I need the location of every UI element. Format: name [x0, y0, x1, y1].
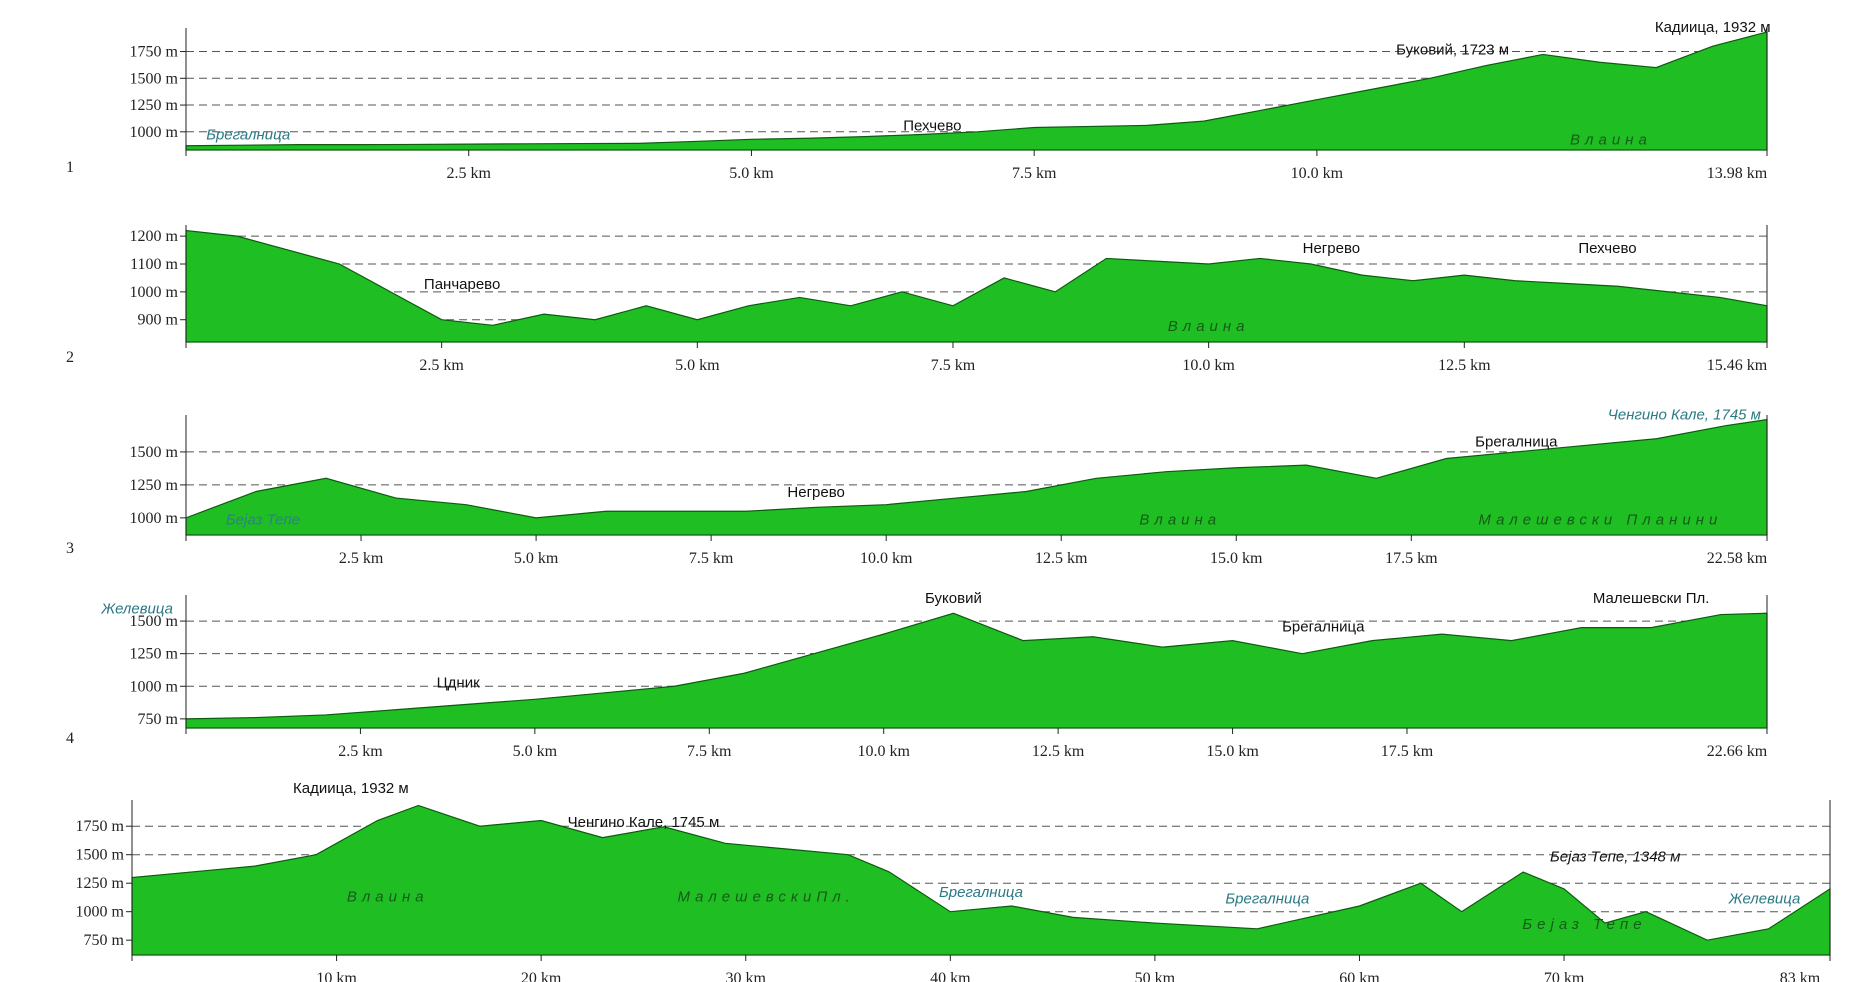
x-tick-label: 5.0 km — [675, 357, 720, 374]
y-tick-label: 750 m — [84, 932, 125, 949]
annotation-label: Бејаз Тепе, 1348 м — [1550, 849, 1680, 866]
x-tick-label: 15.0 km — [1206, 743, 1259, 760]
panel-index: 3 — [66, 540, 74, 557]
annotation-label: Влаина — [347, 888, 429, 905]
y-tick-label: 1000 m — [130, 124, 179, 141]
elevation-area — [131, 804, 1831, 956]
annotation-label: Желевица — [1728, 891, 1801, 908]
annotation-label: Негрево — [1303, 240, 1360, 257]
x-tick-label: 15.0 km — [1210, 550, 1263, 567]
y-tick-label: 1000 m — [130, 510, 179, 527]
y-tick-label: 1500 m — [130, 613, 179, 630]
y-tick-label: 1500 m — [130, 70, 179, 87]
x-tick-label: 10.0 km — [1291, 165, 1344, 182]
annotation-label: Цдник — [437, 675, 481, 692]
y-tick-label: 1000 m — [130, 284, 179, 301]
annotation-label: Влаина — [1570, 132, 1652, 149]
profile-panel-1: 1000 m 1250 m 1500 m 1750 m 2.5 km 5.0 km 7.5 … — [66, 19, 1771, 182]
x-tick-label: 2.5 km — [338, 743, 383, 760]
elevation-area — [185, 418, 1768, 536]
y-tick-label: 1500 m — [130, 444, 179, 461]
x-tick-label: 2.5 km — [339, 550, 384, 567]
annotation-label: Брегалница — [1225, 891, 1309, 908]
x-tick-label: 5.0 km — [514, 550, 559, 567]
annotation-label: Пехчево — [1578, 240, 1636, 257]
annotation-label: Брегалница — [1282, 619, 1365, 636]
x-tick-label: 83 km — [1780, 970, 1821, 982]
y-tick-label: 1100 m — [130, 256, 178, 273]
y-tick-label: 900 m — [138, 312, 179, 329]
annotation-label: Негрево — [787, 484, 844, 501]
x-tick-label: 7.5 km — [687, 743, 732, 760]
annotation-label: Буковий — [925, 590, 982, 607]
y-tick-label: 1250 m — [76, 875, 125, 892]
x-tick-label: 7.5 km — [689, 550, 734, 567]
profile-panel-3: 1000 m 1250 m 1500 m 2.5 km 5.0 km 7.5 km 10.0… — [66, 407, 1768, 567]
y-tick-label: 1000 m — [76, 904, 125, 921]
x-tick-label: 10.0 km — [860, 550, 913, 567]
annotation-label: Желевица — [100, 600, 173, 617]
annotation-label: Ченгино Кале, 1745 м — [568, 814, 720, 831]
x-tick-label: 10 km — [316, 970, 357, 982]
annotation-label: МалешевскиПл. — [678, 888, 855, 905]
y-tick-label: 1200 m — [130, 228, 179, 245]
x-tick-label: 22.58 km — [1707, 550, 1768, 567]
annotation-label: Пехчево — [903, 118, 961, 135]
x-tick-label: 5.0 km — [513, 743, 558, 760]
annotation-label: Брегалница — [939, 884, 1023, 901]
x-tick-label: 15.46 km — [1707, 357, 1768, 374]
x-tick-label: 70 km — [1544, 970, 1585, 982]
annotation-label: Кадиица, 1932 м — [293, 780, 409, 797]
annotation-label: Панчарево — [424, 276, 500, 293]
x-tick-label: 17.5 km — [1385, 550, 1438, 567]
annotation-label: Влаина — [1139, 511, 1221, 528]
annotation-label: Кадиица, 1932 м — [1655, 19, 1771, 36]
y-tick-label: 1250 m — [130, 646, 179, 663]
panel-index: 2 — [66, 349, 74, 366]
annotation-label: Брегалница — [206, 126, 290, 143]
annotation-label: Брегалница — [1475, 434, 1558, 451]
x-tick-label: 7.5 km — [931, 357, 976, 374]
y-tick-label: 1250 m — [130, 477, 179, 494]
y-tick-label: 1250 m — [130, 97, 179, 114]
x-tick-label: 50 km — [1135, 970, 1176, 982]
x-tick-label: 5.0 km — [729, 165, 774, 182]
annotation-label: Бејаз Тепе — [1522, 916, 1646, 933]
annotation-label: Бејаз Тепе — [226, 511, 300, 528]
x-tick-label: 13.98 km — [1707, 165, 1768, 182]
x-tick-label: 30 km — [726, 970, 767, 982]
profile-panel-4: 750 m 1000 m 1250 m 1500 m 2.5 km 5.0 km 7.5 k… — [66, 590, 1768, 760]
profile-panel-2: 900 m 1000 m 1100 m 1200 m 2.5 km 5.0 km 7.5 k… — [66, 225, 1768, 374]
panel-index: 4 — [66, 730, 74, 747]
x-tick-label: 2.5 km — [419, 357, 464, 374]
y-tick-label: 1750 m — [130, 44, 179, 61]
y-tick-label: 1000 m — [130, 678, 179, 695]
elevation-area — [185, 31, 1768, 151]
x-tick-label: 10.0 km — [1182, 357, 1235, 374]
x-tick-label: 60 km — [1339, 970, 1380, 982]
x-tick-label: 22.66 km — [1707, 743, 1768, 760]
x-tick-label: 20 km — [521, 970, 562, 982]
x-tick-label: 12.5 km — [1438, 357, 1491, 374]
annotation-label: Влаина — [1168, 318, 1250, 335]
elevation-area — [185, 229, 1768, 343]
x-tick-label: 12.5 km — [1035, 550, 1088, 567]
x-tick-label: 40 km — [930, 970, 971, 982]
x-tick-label: 7.5 km — [1012, 165, 1057, 182]
annotation-label: Малешевски Пл. — [1593, 590, 1710, 607]
x-tick-label: 2.5 km — [446, 165, 491, 182]
annotation-label: Малешевски Планини — [1478, 511, 1722, 528]
x-tick-label: 17.5 km — [1381, 743, 1434, 760]
profile-panel-5: 750 m 1000 m 1250 m 1500 m 1750 m 10 km 20 km 3… — [76, 780, 1831, 982]
annotation-label: Ченгино Кале, 1745 м — [1608, 407, 1761, 424]
y-tick-label: 750 m — [138, 711, 179, 728]
annotation-label: Буковий, 1723 м — [1396, 41, 1509, 58]
y-tick-label: 1750 m — [76, 818, 125, 835]
x-tick-label: 12.5 km — [1032, 743, 1085, 760]
y-tick-label: 1500 m — [76, 847, 125, 864]
elevation-area — [185, 612, 1768, 729]
x-tick-label: 10.0 km — [857, 743, 910, 760]
panel-index: 1 — [66, 159, 74, 176]
